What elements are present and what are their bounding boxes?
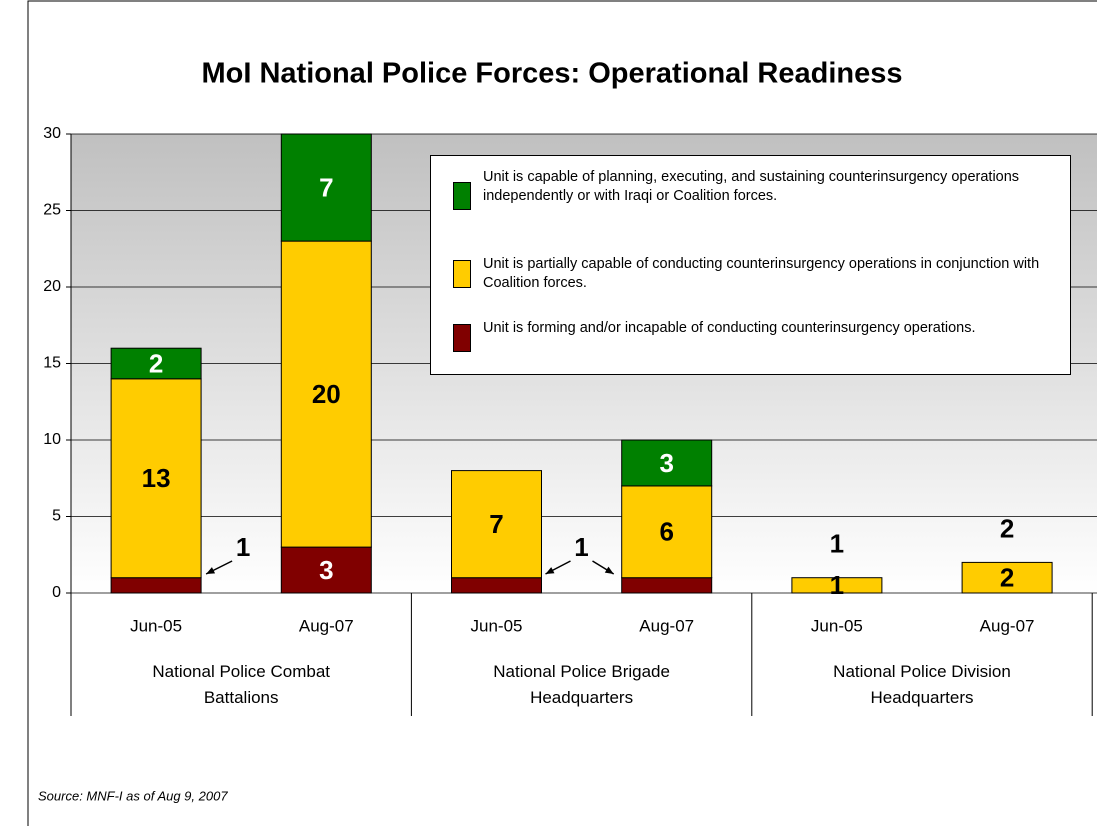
x-tick-label: Aug-07 — [299, 616, 354, 635]
data-label: 2 — [1000, 563, 1014, 593]
bar-segment — [621, 439, 713, 487]
data-label: 13 — [142, 463, 171, 493]
data-label: 7 — [319, 172, 333, 202]
arrow-head — [206, 567, 216, 574]
bar-segment — [280, 133, 372, 242]
bar-segment — [791, 577, 883, 594]
arrow-head — [545, 567, 555, 574]
legend-swatch — [453, 182, 471, 210]
group-label: National Police Brigade Headquarters — [493, 662, 670, 707]
chart-title: MoI National Police Forces: Operational … — [201, 58, 902, 90]
group-label: National Police Combat Battalions — [152, 662, 331, 707]
x-tick-label: Jun-05 — [811, 616, 863, 635]
x-tick-label: Aug-07 — [980, 616, 1035, 635]
data-label: 20 — [312, 379, 341, 409]
bar-segment — [961, 561, 1053, 594]
data-label: 3 — [319, 555, 333, 585]
callout-label: 1 — [574, 532, 588, 562]
legend-swatch — [453, 324, 471, 352]
x-tick-label: Aug-07 — [639, 616, 694, 635]
source: Source: MNF-I as of Aug 9, 2007 — [38, 788, 228, 803]
legend-label: Unit is partially capable of conducting … — [483, 256, 1040, 291]
data-label: 2 — [149, 348, 163, 378]
y-tick-label: 10 — [43, 431, 61, 448]
data-label: 3 — [659, 448, 673, 478]
legend-swatch — [453, 260, 471, 288]
data-label: 1 — [830, 570, 844, 600]
bar-segment — [451, 577, 542, 594]
legend: Unit is capable of planning, executing, … — [430, 155, 1071, 375]
data-label: 6 — [659, 517, 673, 547]
x-tick-label: Jun-05 — [471, 616, 523, 635]
y-tick-label: 25 — [43, 202, 61, 219]
y-tick-label: 5 — [52, 508, 61, 525]
bar-segment — [110, 577, 202, 594]
y-tick-label: 20 — [43, 278, 61, 295]
data-label: 7 — [489, 509, 503, 539]
bar-segment — [110, 378, 202, 579]
bar-segment — [280, 240, 372, 548]
legend-label: Unit is capable of planning, executing, … — [483, 169, 1020, 204]
y-tick-label: 15 — [43, 355, 61, 372]
group-label: National Police Division Headquarters — [833, 662, 1011, 707]
data-label: 2 — [1000, 513, 1014, 543]
x-tick-label: Jun-05 — [130, 616, 182, 635]
bar-segment — [621, 577, 713, 594]
legend-label: Unit is forming and/or incapable of cond… — [483, 320, 976, 336]
data-label: 1 — [830, 529, 844, 559]
bar-segment — [110, 347, 202, 380]
frame — [27, 0, 1097, 826]
arrow-head — [604, 566, 614, 574]
y-tick-label: 30 — [43, 125, 61, 142]
y-tick-label: 0 — [52, 584, 61, 601]
bar-segment — [451, 470, 542, 579]
callout-label: 1 — [236, 532, 250, 562]
